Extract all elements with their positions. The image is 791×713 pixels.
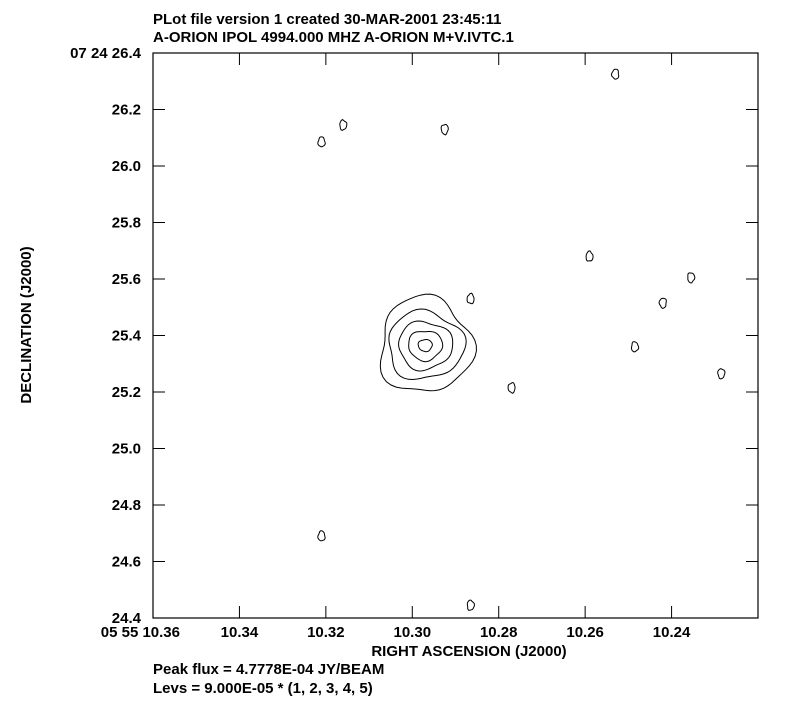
noise-contour (317, 530, 326, 542)
noise-contour (507, 381, 516, 394)
noise-contour (658, 297, 667, 309)
x-axis-tick-labels: 05 55 10.36 10.34 10.32 10.30 10.28 10.26 10.2… (101, 624, 691, 641)
x-axis-label: RIGHT ASCENSION (J2000) (371, 643, 566, 660)
plot-header-line-1: PLot file version 1 created 30-MAR-2001 … (153, 11, 502, 28)
y-tick-label: 24.8 (112, 497, 141, 514)
y-tick-label: 25.2 (112, 384, 141, 401)
x-tick-label: 05 55 10.36 (101, 624, 180, 641)
x-tick-label: 10.26 (566, 624, 604, 641)
y-tick-label: 25.0 (112, 441, 141, 458)
x-tick-label: 10.24 (653, 624, 691, 641)
noise-contour (687, 272, 696, 284)
y-tick-label: 24.4 (112, 610, 142, 627)
x-axis-ticks (152, 53, 673, 618)
y-tick-label: 25.6 (112, 271, 141, 288)
plot-header-line-2: A-ORION IPOL 4994.000 MHZ A-ORION M+V.IV… (153, 29, 514, 46)
x-tick-label: 10.32 (307, 624, 345, 641)
y-axis-tick-labels: 07 24 26.4 26.2 26.0 25.8 25.6 25.4 25.2 25.0 24… (70, 45, 142, 627)
contour-lines (317, 68, 726, 611)
noise-contour (317, 136, 326, 148)
noise-contour (585, 250, 594, 262)
source-contour-level-2 (388, 308, 467, 381)
contour-levels-text: Levs = 9.000E-05 * (1, 2, 3, 4, 5) (153, 680, 373, 697)
noise-contour (339, 118, 348, 131)
x-tick-label: 10.30 (394, 624, 432, 641)
y-axis-label: DECLINATION (J2000) (18, 246, 35, 403)
x-tick-label: 10.34 (221, 624, 259, 641)
noise-contour (717, 368, 726, 380)
y-tick-label: 25.4 (112, 328, 142, 345)
y-tick-label: 25.8 (112, 215, 141, 232)
y-tick-label: 24.6 (112, 554, 141, 571)
y-tick-label: 07 24 26.4 (70, 45, 142, 62)
noise-contour (466, 292, 475, 305)
source-contour-level-5 (417, 339, 433, 353)
plot-frame (152, 52, 759, 619)
source-contour-level-3 (398, 320, 454, 372)
x-tick-label: 10.28 (480, 624, 518, 641)
noise-contour (440, 123, 449, 136)
noise-contour (466, 599, 476, 611)
y-tick-label: 26.2 (112, 102, 141, 119)
source-contour-level-4 (408, 331, 444, 363)
source-contour-level-1 (379, 293, 477, 392)
noise-contour (630, 341, 640, 353)
peak-flux-text: Peak flux = 4.7778E-04 JY/BEAM (153, 661, 384, 678)
y-tick-label: 26.0 (112, 158, 141, 175)
y-axis-ticks (153, 52, 758, 619)
noise-contour (610, 68, 620, 80)
